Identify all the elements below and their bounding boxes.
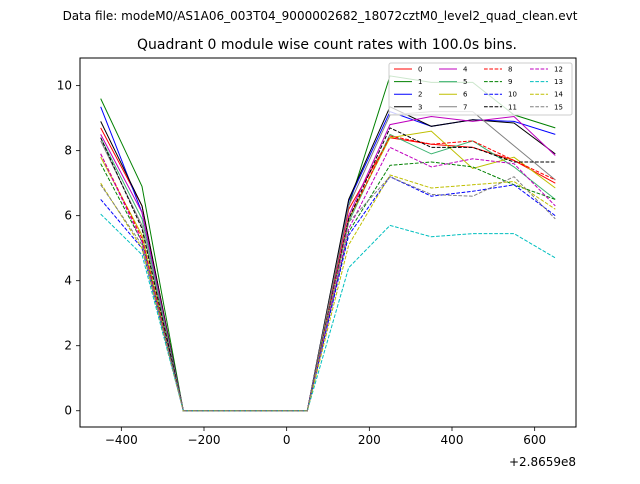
legend-box (388, 62, 573, 116)
legend-label-8: 8 (508, 66, 512, 74)
legend-label-4: 4 (463, 66, 468, 74)
x-tick-label: 200 (358, 433, 381, 447)
x-tick-label: −400 (105, 433, 138, 447)
x-tick-label: 0 (283, 433, 291, 447)
y-axis: 0 2 4 6 8 10 (57, 79, 80, 418)
legend-label-10: 10 (508, 91, 517, 99)
legend-label-14: 14 (554, 91, 563, 99)
y-tick-label: 8 (64, 144, 72, 158)
y-tick-label: 2 (64, 339, 72, 353)
series-line-14 (100, 174, 556, 412)
x-tick-label: 400 (441, 433, 464, 447)
legend-label-11: 11 (508, 103, 517, 111)
y-tick-label: 0 (64, 404, 72, 418)
x-axis: −400 −200 0 200 400 600 (105, 427, 546, 447)
legend-label-0: 0 (418, 66, 422, 74)
legend-label-7: 7 (463, 103, 467, 111)
chart-title: Quadrant 0 module wise count rates with … (137, 37, 517, 53)
legend-label-15: 15 (554, 103, 563, 111)
legend-label-13: 13 (554, 78, 563, 86)
series-line-11 (100, 127, 556, 412)
legend-label-1: 1 (418, 78, 422, 86)
y-tick-label: 10 (57, 79, 72, 93)
y-tick-label: 4 (64, 274, 72, 288)
legend-label-6: 6 (463, 91, 468, 99)
legend-label-9: 9 (508, 78, 512, 86)
x-tick-label: −200 (188, 433, 221, 447)
axes-frame (79, 57, 577, 428)
chart-suptitle: Data file: modeM0/AS1A06_003T04_90000026… (63, 9, 578, 23)
y-tick-label: 6 (64, 209, 72, 223)
legend-label-3: 3 (418, 103, 422, 111)
legend-label-2: 2 (418, 91, 422, 99)
x-tick-label: 600 (523, 433, 546, 447)
plot-area (79, 57, 577, 428)
series-line-15 (100, 176, 556, 412)
x-offset-label: +2.8659e8 (509, 455, 576, 469)
legend-label-5: 5 (463, 78, 467, 86)
legend-label-12: 12 (554, 66, 563, 74)
series-layer (100, 75, 556, 412)
